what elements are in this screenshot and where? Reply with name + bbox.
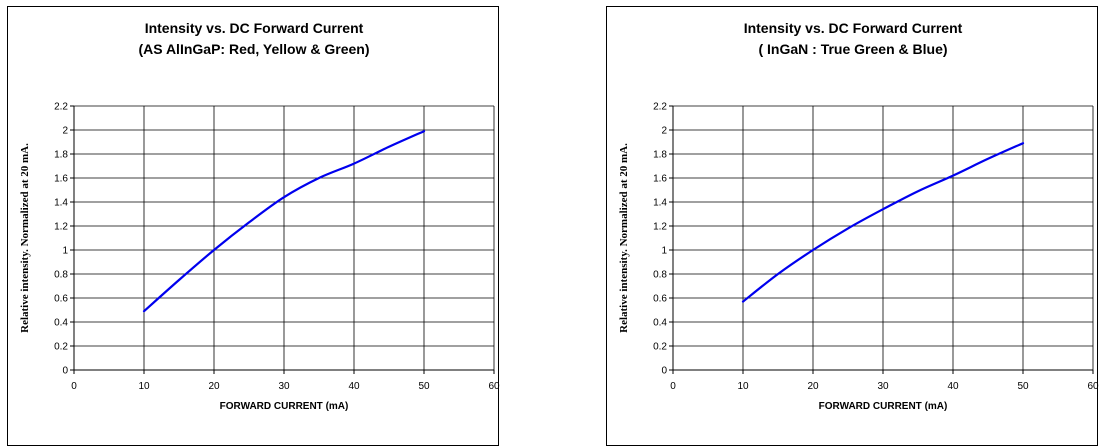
chart-left: Intensity vs. DC Forward Current (AS AlIn… xyxy=(19,20,500,412)
x-tick-label: 50 xyxy=(418,381,430,392)
y-tick-label: 1.6 xyxy=(54,174,68,185)
chart-title-line-2: ( InGaN : True Green & Blue) xyxy=(758,41,947,57)
x-tick-label: 20 xyxy=(208,381,220,392)
y-tick-label: 0.6 xyxy=(653,294,667,305)
x-tick-label: 10 xyxy=(737,381,749,392)
chart-title-line-1: Intensity vs. DC Forward Current xyxy=(145,20,364,36)
x-tick-label: 0 xyxy=(71,381,77,392)
x-tick-label: 60 xyxy=(488,381,500,392)
series-line-1 xyxy=(741,142,1025,303)
y-axis-label: Relative intensity. Normalized at 20 mA. xyxy=(19,143,31,333)
y-tick-label: 1 xyxy=(62,246,68,257)
x-tick-label: 60 xyxy=(1087,381,1099,392)
y-tick-label: 1.2 xyxy=(54,222,68,233)
series-line-1 xyxy=(142,130,426,313)
chart-title-line-2: (AS AlInGaP: Red, Yellow & Green) xyxy=(138,41,369,57)
y-tick-label: 0.6 xyxy=(54,294,68,305)
x-tick-label: 0 xyxy=(670,381,676,392)
y-tick-label: 0.4 xyxy=(653,318,667,329)
chart-right: Intensity vs. DC Forward Current ( InGaN … xyxy=(618,20,1099,412)
x-tick-label: 30 xyxy=(877,381,889,392)
x-axis-label: FORWARD CURRENT (mA) xyxy=(220,401,349,412)
y-tick-label: 2 xyxy=(62,126,68,137)
x-tick-label: 20 xyxy=(807,381,819,392)
y-tick-label: 1 xyxy=(661,246,667,257)
y-tick-label: 1.8 xyxy=(54,150,68,161)
chart-title-line-1: Intensity vs. DC Forward Current xyxy=(744,20,963,36)
y-tick-label: 1.6 xyxy=(653,174,667,185)
x-tick-label: 40 xyxy=(348,381,360,392)
y-tick-label: 2.2 xyxy=(54,102,68,113)
y-tick-label: 0.8 xyxy=(54,270,68,281)
y-tick-label: 1.4 xyxy=(653,198,667,209)
x-tick-label: 50 xyxy=(1017,381,1029,392)
y-axis-label: Relative intensity. Normalized at 20 mA. xyxy=(618,143,630,333)
chart-panel-right: Intensity vs. DC Forward Current ( InGaN … xyxy=(606,6,1099,446)
y-tick-label: 0.2 xyxy=(653,342,667,353)
y-tick-label: 0.8 xyxy=(653,270,667,281)
y-tick-label: 1.4 xyxy=(54,198,68,209)
y-tick-label: 1.2 xyxy=(653,222,667,233)
y-tick-label: 0 xyxy=(62,366,68,377)
x-tick-label: 40 xyxy=(947,381,959,392)
y-tick-label: 0.2 xyxy=(54,342,68,353)
x-tick-label: 10 xyxy=(138,381,150,392)
y-tick-label: 0 xyxy=(661,366,667,377)
y-tick-label: 0.4 xyxy=(54,318,68,329)
y-tick-label: 2.2 xyxy=(653,102,667,113)
y-tick-label: 1.8 xyxy=(653,150,667,161)
x-axis-label: FORWARD CURRENT (mA) xyxy=(819,401,948,412)
chart-panel-left: Intensity vs. DC Forward Current (AS AlIn… xyxy=(7,6,500,446)
x-tick-label: 30 xyxy=(278,381,290,392)
y-tick-label: 2 xyxy=(661,126,667,137)
